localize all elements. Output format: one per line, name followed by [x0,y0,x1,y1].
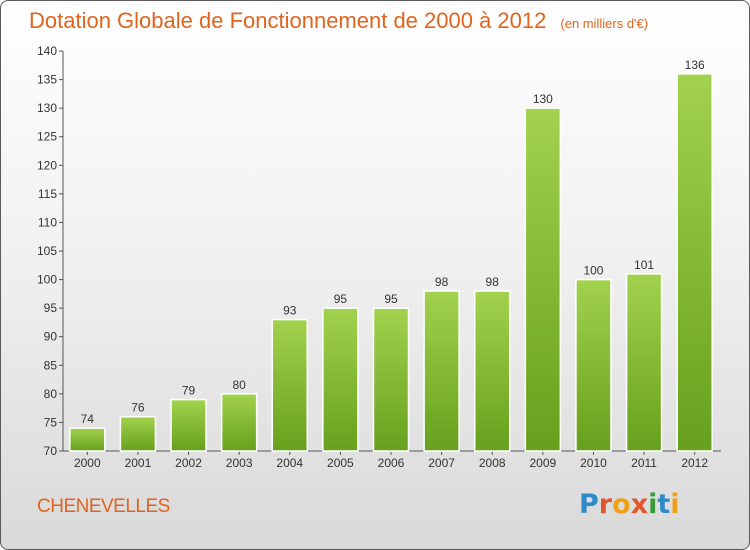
x-tick-label-2001: 2001 [125,456,152,470]
y-tick-label: 95 [44,301,58,315]
bar-2012 [676,73,713,452]
bar-2001 [119,415,157,452]
y-tick-label: 85 [44,358,58,372]
bar-2004 [271,318,309,452]
value-label-2012: 136 [685,58,705,72]
logo-letter: i [648,489,658,520]
x-tick-label-2000: 2000 [74,456,101,470]
y-tick-label: 110 [38,215,57,229]
value-label-2011: 101 [634,258,654,272]
value-label-2004: 93 [283,304,297,318]
value-label-2003: 80 [232,378,246,392]
bar-2008 [473,290,511,452]
logo-letter: r [598,489,613,520]
y-tick-label: 75 [44,415,58,429]
bar-2003 [220,393,258,452]
x-tick-label-2008: 2008 [479,456,506,470]
value-label-2006: 95 [384,292,398,306]
bar-2000 [69,427,106,452]
logo-letter: t [657,489,671,520]
value-label-2008: 98 [486,275,500,289]
city-name: CHENEVELLES [37,496,170,517]
x-tick-label-2011: 2011 [631,456,657,470]
value-label-2009: 130 [533,92,553,106]
y-tick-label: 105 [37,244,57,258]
y-tick-label: 130 [37,101,57,115]
y-tick-label: 115 [38,187,57,201]
chart-title-text: Dotation Globale de Fonctionnement de 20… [29,8,547,33]
y-tick-label: 125 [37,130,57,144]
y-tick-label: 70 [44,444,58,458]
value-label-2002: 79 [182,384,196,398]
x-tick-label-2012: 2012 [681,456,708,470]
value-label-2010: 100 [583,264,603,278]
y-tick-label: 90 [44,330,58,344]
logo-letter: o [612,489,631,520]
value-label-2000: 74 [81,412,95,426]
labels: 74 2000 76 2001 79 2002 80 2003 93 2004 95 2005 95 20… [74,58,708,470]
x-tick-label-2007: 2007 [428,456,455,470]
x-tick-label-2010: 2010 [580,456,607,470]
chart-unit: (en milliers d'€) [560,16,649,31]
x-tick-label-2004: 2004 [276,456,303,470]
bar-2006 [372,307,410,452]
bar-2007 [423,290,460,452]
x-tick-label-2005: 2005 [327,456,354,470]
value-label-2007: 98 [435,275,449,289]
value-label-2001: 76 [131,401,145,415]
value-label-2005: 95 [334,292,348,306]
y-tick-label: 120 [37,158,57,172]
y-tick-label: 80 [44,387,58,401]
bar-2009 [524,107,562,452]
chart-title: Dotation Globale de Fonctionnement de 20… [29,8,648,34]
bar-2005 [322,307,359,452]
bar-2002 [170,398,207,452]
x-tick-label-2006: 2006 [378,456,405,470]
y-tick-label: 135 [37,73,57,87]
proxiti-logo: Proxiti [579,489,680,520]
y-tick-label: 100 [37,273,57,287]
x-tick-label-2009: 2009 [529,456,556,470]
bar-2010 [575,278,612,452]
logo-letter: x [630,489,649,520]
x-tick-label-2003: 2003 [226,456,253,470]
axes: 70 75 80 85 90 95 100 105 110 115 120 125 130 135 140 [37,44,721,458]
logo-letter: P [579,489,599,520]
x-tick-label-2002: 2002 [175,456,202,470]
bar-2011 [625,273,663,452]
y-tick-label: 140 [37,44,57,58]
logo-letter: i [670,489,680,520]
bars [69,73,713,452]
